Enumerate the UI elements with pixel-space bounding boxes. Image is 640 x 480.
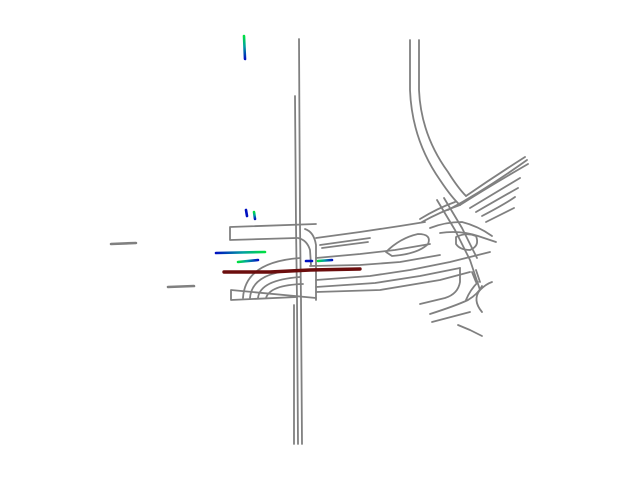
lane-line (465, 281, 479, 301)
lane-line (481, 196, 516, 217)
lane-line (229, 223, 317, 241)
lane-line (475, 187, 519, 213)
lane-line (294, 95, 299, 445)
lane-line (409, 39, 461, 206)
lane-line (421, 204, 461, 223)
agent-trajectory (252, 210, 257, 221)
lane-line (459, 163, 529, 206)
ego-trajectory (222, 267, 362, 274)
lane-line (475, 269, 481, 283)
lane-line (419, 201, 456, 220)
lane-line (257, 276, 301, 299)
lane-line (230, 289, 317, 301)
lane-line (309, 254, 441, 267)
lane-line (321, 241, 369, 249)
lane-line (447, 159, 528, 211)
agent-trajectory (242, 34, 247, 61)
agent-trajectory (214, 250, 267, 255)
lane-line (429, 221, 493, 237)
lane-line (418, 39, 467, 197)
agent-trajectory (316, 258, 334, 263)
lane-line (315, 221, 426, 239)
lane-line (319, 237, 371, 246)
agent-trajectory (244, 208, 249, 218)
lane-line (431, 311, 471, 323)
lane-line (455, 233, 479, 251)
agent-trajectories (202, 34, 334, 391)
lane-line (166, 284, 196, 289)
agent-trajectory (236, 258, 260, 264)
lane-line (304, 228, 317, 301)
lane-line (475, 281, 493, 313)
lane-line (315, 267, 461, 288)
lane-line (109, 241, 138, 246)
lane-line (471, 271, 477, 283)
lane-line (465, 156, 526, 197)
lane-line (242, 257, 301, 299)
lane-line (385, 233, 430, 257)
lane-line (315, 251, 491, 281)
lane-line (469, 177, 521, 209)
ego-path (222, 267, 362, 274)
lane-line (419, 267, 461, 305)
lane-line (485, 207, 515, 223)
lane-line (315, 243, 431, 259)
lane-line (298, 38, 303, 445)
lane-line (297, 237, 312, 266)
lane-line (315, 271, 471, 293)
lane-line (439, 231, 497, 243)
lane-lines (109, 38, 529, 445)
lane-line (265, 283, 304, 299)
lane-line (436, 199, 481, 291)
lane-line (457, 324, 483, 337)
